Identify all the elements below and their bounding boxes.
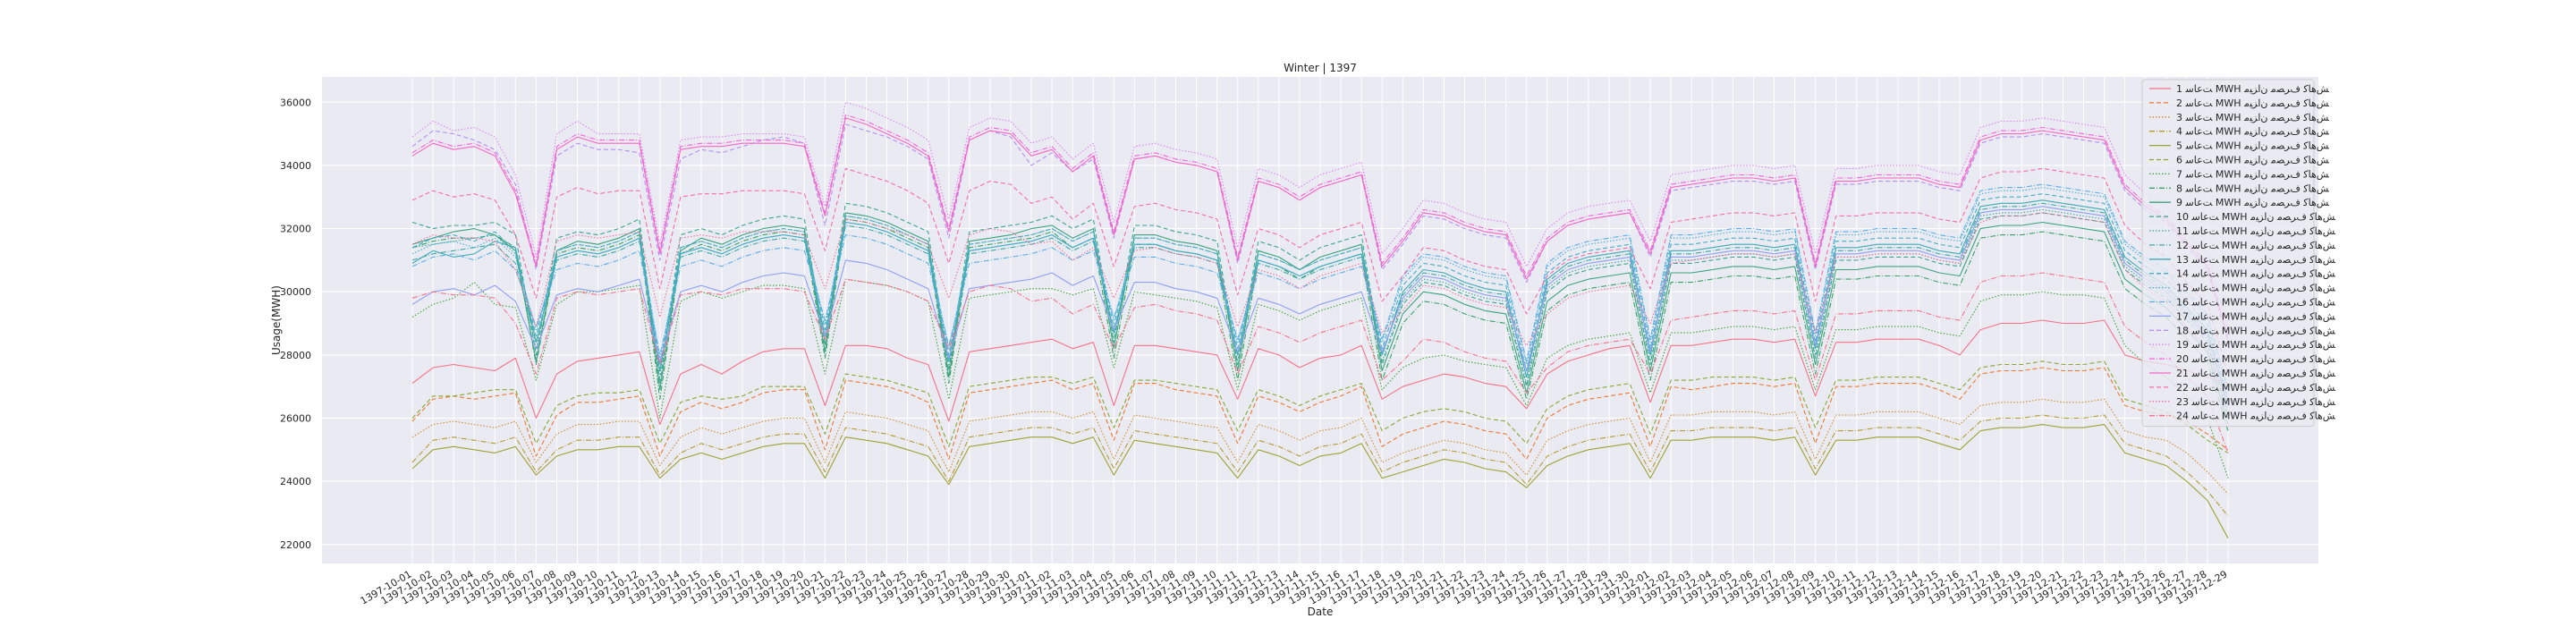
series-line-16 (411, 183, 2229, 390)
y-tick-label: 32000 (280, 224, 311, 235)
legend-entry: ﺖﻋﺎﺳ 18 MWH ﺶﻫﺎﮐ ﻑﺮﺼﻣ ﻥﺍﺰﯿﻣ (2176, 325, 2336, 336)
legend: ﺖﻋﺎﺳ 1 MWH ﺶﻫﺎﮐ ﻑﺮﺼﻣ ﻥﺍﺰﯿﻣ ﺖﻋﺎﺳ 2 MWH ﺶﻫﺎ… (2141, 79, 2336, 428)
series-line-1 (411, 319, 2229, 426)
series-line-23 (411, 212, 2229, 410)
series-line-17 (411, 206, 2229, 400)
grid-lines (322, 77, 2318, 564)
series-line-7 (411, 278, 2229, 479)
series-line-12 (411, 202, 2229, 410)
legend-entry: ﺖﻋﺎﺳ 6 MWH ﺶﻫﺎﮐ ﻑﺮﺼﻣ ﻥﺍﺰﯿﻣ (2176, 155, 2330, 166)
legend-entry: ﺖﻋﺎﺳ 11 MWH ﺶﻫﺎﮐ ﻑﺮﺼﻣ ﻥﺍﺰﯿﻣ (2176, 225, 2336, 237)
legend-entry: ﺖﻋﺎﺳ 20 MWH ﺶﻫﺎﮐ ﻑﺮﺼﻣ ﻥﺍﺰﯿﻣ (2176, 353, 2336, 365)
legend-entry: ﺖﻋﺎﺳ 10 MWH ﺶﻫﺎﮐ ﻑﺮﺼﻣ ﻥﺍﺰﯿﻣ (2176, 211, 2336, 223)
legend-entry: ﺖﻋﺎﺳ 24 MWH ﺶﻫﺎﮐ ﻑﺮﺼﻣ ﻥﺍﺰﯿﻣ (2176, 411, 2336, 422)
series-line-14 (411, 193, 2229, 400)
series-line-3 (411, 398, 2229, 495)
series-line-15 (411, 187, 2229, 394)
legend-entry: ﺖﻋﺎﺳ 15 MWH ﺶﻫﺎﮐ ﻑﺮﺼﻣ ﻥﺍﺰﯿﻣ (2176, 283, 2336, 294)
legend-entry: ﺖﻋﺎﺳ 16 MWH ﺶﻫﺎﮐ ﻑﺮﺼﻣ ﻥﺍﺰﯿﻣ (2176, 297, 2336, 309)
legend-entry: ﺖﻋﺎﺳ 19 MWH ﺶﻫﺎﮐ ﻑﺮﺼﻣ ﻥﺍﺰﯿﻣ (2176, 339, 2336, 351)
x-axis-label: Date (1308, 606, 1334, 618)
legend-entry: ﺖﻋﺎﺳ 7 MWH ﺶﻫﺎﮐ ﻑﺮﺼﻣ ﻥﺍﺰﯿﻣ (2176, 168, 2330, 180)
legend-entry: ﺖﻋﺎﺳ 2 MWH ﺶﻫﺎﮐ ﻑﺮﺼﻣ ﻥﺍﺰﯿﻣ (2176, 97, 2330, 109)
series-line-6 (411, 360, 2229, 453)
legend-entry: ﺖﻋﺎﺳ 17 MWH ﺶﻫﺎﮐ ﻑﺮﺼﻣ ﻥﺍﺰﯿﻣ (2176, 310, 2336, 322)
y-tick-label: 30000 (280, 286, 311, 298)
y-tick-label: 36000 (280, 97, 311, 108)
legend-entry: ﺖﻋﺎﺳ 9 MWH ﺶﻫﺎﮐ ﻑﺮﺼﻣ ﻥﺍﺰﯿﻣ (2176, 197, 2330, 208)
series-line-22 (411, 167, 2229, 375)
legend-entry: ﺖﻋﺎﺳ 12 MWH ﺶﻫﺎﮐ ﻑﺮﺼﻣ ﻥﺍﺰﯿﻣ (2176, 240, 2336, 251)
y-tick-label: 26000 (280, 413, 311, 425)
series-line-21 (411, 117, 2229, 340)
legend-entry: ﺖﻋﺎﺳ 14 MWH ﺶﻫﺎﮐ ﻑﺮﺼﻣ ﻥﺍﺰﯿﻣ (2176, 268, 2336, 280)
y-tick-label: 22000 (280, 539, 311, 551)
y-axis-label: Usage(MWH) (270, 285, 283, 355)
legend-entry: ﺖﻋﺎﺳ 13 MWH ﺶﻫﺎﮐ ﻑﺮﺼﻣ ﻥﺍﺰﯿﻣ (2176, 254, 2336, 266)
legend-entry: ﺖﻋﺎﺳ 4 MWH ﺶﻫﺎﮐ ﻑﺮﺼﻣ ﻥﺍﺰﯿﻣ (2176, 126, 2330, 138)
legend-entry: ﺖﻋﺎﺳ 23 MWH ﺶﻫﺎﮐ ﻑﺮﺼﻣ ﻥﺍﺰﯿﻣ (2176, 396, 2336, 408)
legend-entry: ﺖﻋﺎﺳ 8 MWH ﺶﻫﺎﮐ ﻑﺮﺼﻣ ﻥﺍﺰﯿﻣ (2176, 182, 2330, 194)
series-line-19 (411, 101, 2229, 327)
legend-entry: ﺖﻋﺎﺳ 22 MWH ﺶﻫﺎﮐ ﻑﺮﺼﻣ ﻥﺍﺰﯿﻣ (2176, 382, 2336, 394)
series-lines (411, 101, 2229, 538)
legend-entry: ﺖﻋﺎﺳ 3 MWH ﺶﻫﺎﮐ ﻑﺮﺼﻣ ﻥﺍﺰﯿﻣ (2176, 112, 2330, 123)
series-line-5 (411, 424, 2229, 538)
legend-entry: ﺖﻋﺎﺳ 5 MWH ﺶﻫﺎﮐ ﻑﺮﺼﻣ ﻥﺍﺰﯿﻣ (2176, 140, 2330, 152)
legend-entry: ﺖﻋﺎﺳ 1 MWH ﺶﻫﺎﮐ ﻑﺮﺼﻣ ﻥﺍﺰﯿﻣ (2176, 83, 2330, 95)
y-tick-label: 24000 (280, 476, 311, 487)
x-tick-labels: 1397-10-011397-10-021397-10-031397-10-04… (359, 568, 2230, 606)
series-line-2 (411, 367, 2229, 460)
legend-box (2141, 79, 2315, 428)
legend-entry: ﺖﻋﺎﺳ 21 MWH ﺶﻫﺎﮐ ﻑﺮﺼﻣ ﻥﺍﺰﯿﻣ (2176, 368, 2336, 379)
y-tick-labels: 22000 24000 26000 28000 30000 32000 34000 36000 (280, 97, 311, 551)
y-tick-label: 34000 (280, 160, 311, 172)
series-line-9 (411, 212, 2229, 425)
y-tick-label: 28000 (280, 350, 311, 361)
series-line-10 (411, 202, 2229, 419)
chart-title: Winter | 1397 (1284, 62, 1357, 74)
series-line-20 (411, 114, 2229, 336)
